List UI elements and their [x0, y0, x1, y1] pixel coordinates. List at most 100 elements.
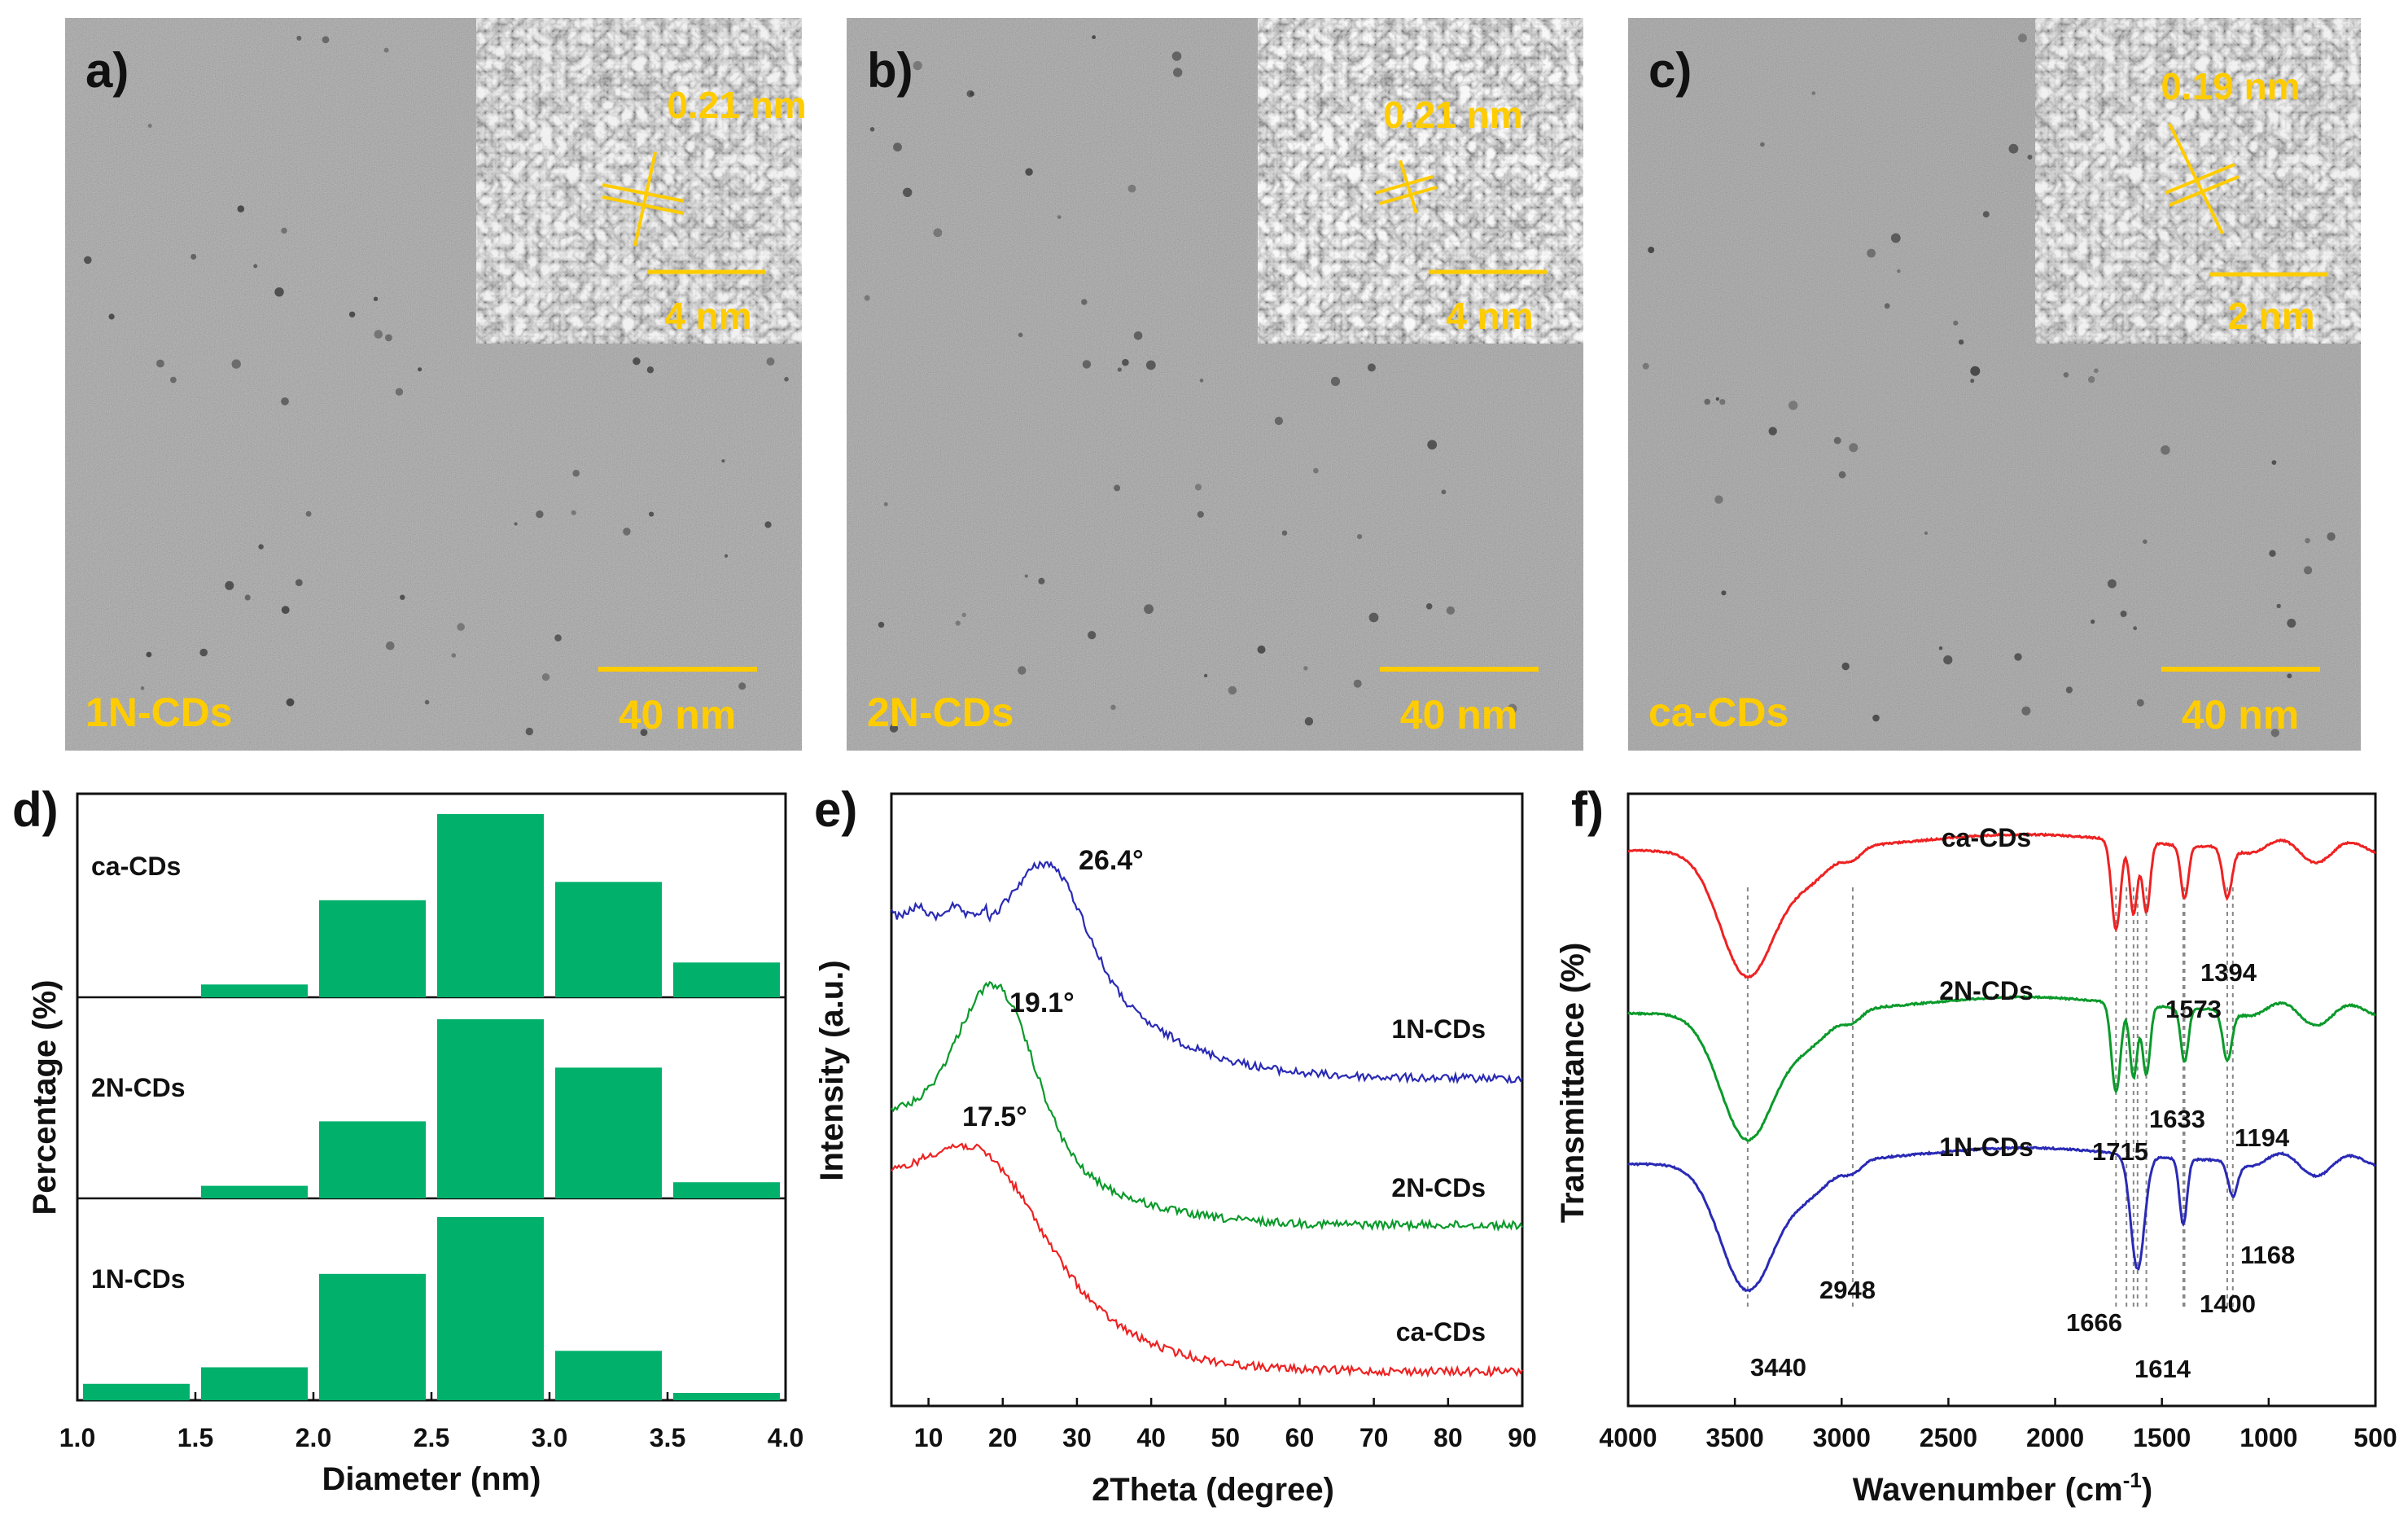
- bar-d-2-5: [673, 1393, 780, 1400]
- particle-dot: [385, 334, 392, 342]
- particle-dot: [646, 366, 655, 374]
- lattice-label-c: 0.19 nm: [2161, 65, 2300, 107]
- peak-label-f-1: 2948: [1819, 1276, 1876, 1304]
- lattice-marker-b: [1375, 160, 1438, 214]
- peak-label-f-3: 1666: [2066, 1308, 2122, 1337]
- particle-dot: [1304, 716, 1314, 726]
- tem-dots-b: [864, 35, 1517, 733]
- particle-dot: [541, 673, 550, 681]
- tick-label-e-8: 90: [1508, 1423, 1537, 1452]
- particle-dot: [554, 634, 562, 642]
- particle-dot: [170, 376, 177, 383]
- particle-dot: [1427, 440, 1438, 450]
- particle-dot: [424, 699, 430, 705]
- peak-label-e-1: 19.1°: [1009, 988, 1075, 1018]
- particle-dot: [1714, 495, 1723, 504]
- tick-label-d-0: 1.0: [59, 1423, 95, 1452]
- particle-dot: [286, 698, 295, 707]
- particle-dot: [1171, 51, 1182, 61]
- particle-dot: [1849, 443, 1859, 453]
- particle-dot: [281, 606, 290, 615]
- particle-dot: [2276, 603, 2281, 609]
- particle-dot: [2018, 33, 2027, 43]
- x-axis-label-f: Wavenumber (cm-1): [1853, 1468, 2152, 1508]
- particle-dot: [1127, 184, 1136, 193]
- x-ticks-d: 1.0 1.5 2.0 2.5 3.0 3.5 4.0: [59, 1392, 803, 1452]
- particle-dot: [869, 127, 875, 132]
- particle-dot: [571, 510, 576, 515]
- bar-d-1-3: [437, 1019, 544, 1198]
- particle-dot: [514, 522, 518, 526]
- particle-dot: [296, 35, 302, 41]
- tick-label-f-0: 4000: [1599, 1423, 1657, 1452]
- curve-e-2N-CDs: [891, 980, 1523, 1233]
- particle-dot: [2008, 143, 2019, 154]
- particle-dot: [237, 205, 245, 212]
- particle-dot: [893, 142, 902, 152]
- particle-dot: [1897, 269, 1901, 274]
- panel-label-d: d): [12, 782, 59, 837]
- particle-dot: [400, 594, 405, 600]
- peak-label-f-5: 1614: [2134, 1355, 2191, 1383]
- tick-label-d-6: 4.0: [768, 1423, 803, 1452]
- particle-dot: [1144, 604, 1154, 615]
- particle-dot: [864, 295, 870, 301]
- particle-dot: [1970, 366, 1981, 376]
- particle-dot: [1203, 673, 1208, 678]
- series-label-e-2: ca-CDs: [1396, 1317, 1486, 1347]
- bar-d-0-3: [437, 814, 544, 997]
- tem-panel-b: 4 nm 0.21 nm b) 40 nm 2N-CDs: [847, 18, 1583, 751]
- sample-label-c: ca-CDs: [1648, 690, 1788, 735]
- particle-dot: [225, 580, 234, 590]
- particle-dot: [1704, 398, 1710, 405]
- x-axis-label-f-end: ): [2142, 1472, 2152, 1508]
- curves-e: [891, 860, 1523, 1378]
- particle-dot: [2161, 445, 2170, 455]
- lattice-marker-a: [602, 151, 685, 247]
- particle-dot: [140, 686, 145, 690]
- particle-dot: [1082, 360, 1092, 369]
- particle-dot: [2305, 537, 2310, 544]
- tick-label-e-2: 30: [1062, 1423, 1092, 1452]
- tem-panel-c: 2 nm 0.19 nm c) 40 nm ca-CDs: [1628, 18, 2361, 751]
- particle-dot: [1057, 215, 1062, 219]
- particle-dot: [649, 511, 655, 517]
- tick-label-d-2: 2.0: [296, 1423, 331, 1452]
- particle-dot: [878, 621, 885, 628]
- x-axis-label-e: 2Theta (degree): [1092, 1472, 1334, 1508]
- particle-dot: [1642, 362, 1649, 370]
- particle-dot: [1367, 363, 1376, 372]
- bar-d-2-1: [201, 1367, 308, 1400]
- tick-label-d-3: 2.5: [414, 1423, 449, 1452]
- bar-d-1-1: [201, 1185, 308, 1198]
- particle-dot: [1768, 427, 1777, 436]
- particle-dot: [348, 311, 356, 318]
- particle-dot: [1281, 530, 1288, 536]
- particle-dot: [1133, 331, 1143, 340]
- particle-dot: [84, 256, 92, 265]
- particle-dot: [1274, 416, 1283, 426]
- particle-dot: [108, 313, 115, 320]
- series-label-d-1: 2N-CDs: [91, 1073, 186, 1102]
- y-axis-label-f: Transmittance (%): [1555, 943, 1591, 1224]
- particle-dot: [2327, 532, 2336, 541]
- particle-dot: [199, 648, 208, 657]
- particle-dot: [633, 357, 641, 366]
- x-ticks-e: 10 20 30 40 50 60 70 80 90: [914, 1398, 1537, 1452]
- tick-label-e-6: 70: [1359, 1423, 1389, 1452]
- particle-dot: [913, 61, 922, 71]
- particle-dot: [281, 397, 289, 405]
- panel-label-b: b): [867, 43, 913, 98]
- particle-dot: [1303, 666, 1308, 671]
- particle-dot: [2065, 686, 2073, 694]
- particle-dot: [2094, 368, 2099, 374]
- particle-dot: [1760, 142, 1765, 147]
- particle-dot: [2304, 566, 2313, 575]
- particle-dot: [1313, 467, 1319, 474]
- inset-scale-label-c: 2 nm: [2227, 295, 2314, 337]
- y-axis-label-e: Intensity (a.u.): [814, 960, 850, 1180]
- particle-dot: [1114, 484, 1121, 492]
- particle-dot: [1110, 704, 1116, 710]
- particle-dot: [258, 544, 264, 550]
